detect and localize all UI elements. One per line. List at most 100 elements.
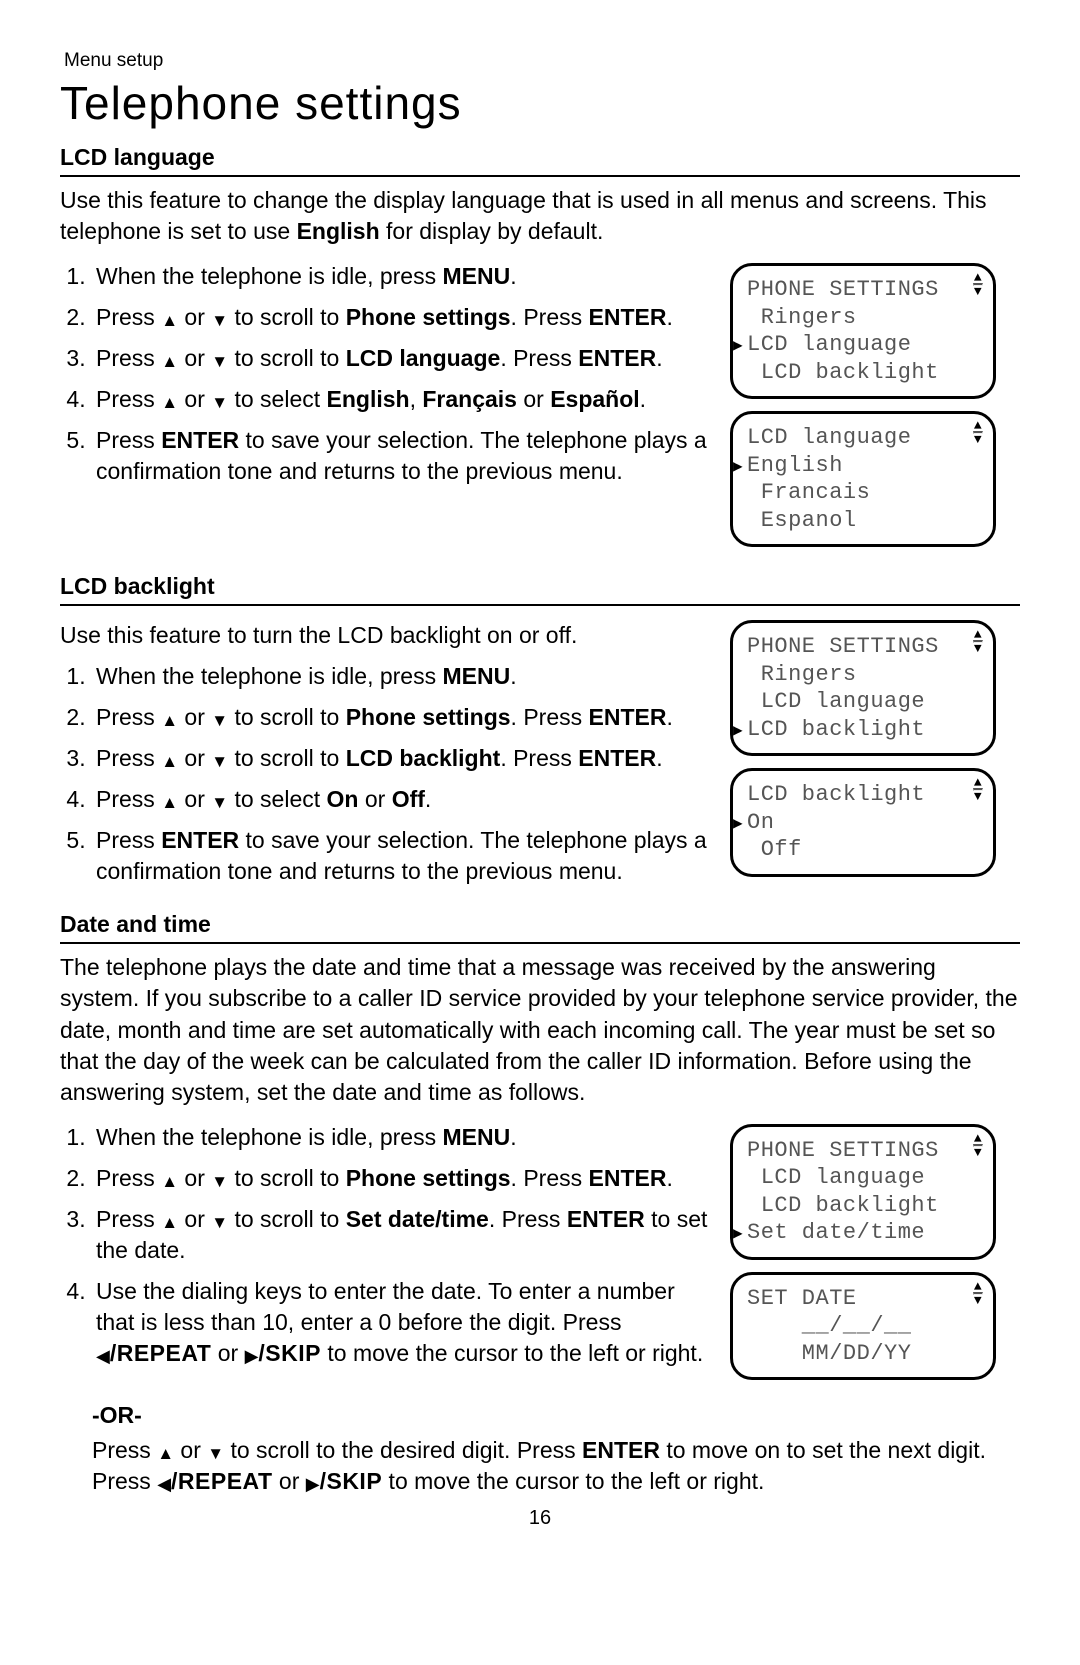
step-2: Press ▲ or ▼ to scroll to Phone settings…	[92, 1163, 714, 1194]
bold: On	[327, 786, 359, 812]
bold: LCD language	[346, 345, 501, 371]
text: or	[178, 345, 211, 371]
up-arrow-icon: ▲	[161, 711, 178, 730]
bold: LCD backlight	[346, 745, 501, 771]
down-arrow-icon: ▼	[211, 1213, 228, 1232]
scroll-arrows-icon: ▲▼	[973, 1281, 983, 1306]
bold: Phone settings	[346, 1165, 511, 1191]
enter-key: ENTER	[161, 827, 239, 853]
repeat-key: /REPEAT	[171, 1468, 272, 1494]
enter-key: ENTER	[578, 745, 656, 771]
left-arrow-icon: ◀	[96, 1346, 110, 1366]
lcd-line-selected: Set date/time	[747, 1219, 979, 1247]
down-arrow-icon: ▼	[207, 1444, 224, 1463]
down-arrow-icon: ▼	[211, 711, 228, 730]
bold: Español	[550, 386, 639, 412]
text: for display by default.	[380, 218, 604, 244]
text: . Press	[500, 345, 578, 371]
step-2: Press ▲ or ▼ to scroll to Phone settings…	[92, 702, 714, 733]
lcd-line: __/__/__	[747, 1312, 979, 1340]
text: ,	[410, 386, 423, 412]
lcd-language-intro: Use this feature to change the display l…	[60, 185, 1020, 247]
lcd-line: LCD language	[747, 1164, 979, 1192]
enter-key: ENTER	[589, 1165, 667, 1191]
lcd-line: PHONE SETTINGS	[747, 633, 979, 661]
lcd-line: LCD language	[747, 688, 979, 716]
lcd-screen-backlight-options: ▲▼ LCD backlight On Off	[730, 768, 996, 877]
bold: Phone settings	[346, 304, 511, 330]
step-3: Press ▲ or ▼ to scroll to LCD language. …	[92, 343, 714, 374]
lcd-line-selected: English	[747, 452, 979, 480]
date-time-intro: The telephone plays the date and time th…	[60, 952, 1020, 1107]
text: .	[640, 386, 646, 412]
text: or	[178, 745, 211, 771]
text: Press	[96, 704, 161, 730]
lcd-line: LCD backlight	[747, 781, 979, 809]
lcd-backlight-intro: Use this feature to turn the LCD backlig…	[60, 620, 714, 651]
down-arrow-icon: ▼	[211, 1172, 228, 1191]
enter-key: ENTER	[578, 345, 656, 371]
text: to scroll to	[228, 704, 346, 730]
scroll-arrows-icon: ▲▼	[973, 1133, 983, 1158]
text: Press	[96, 427, 161, 453]
text: .	[510, 1124, 516, 1150]
step-1: When the telephone is idle, press MENU.	[92, 261, 714, 292]
bold: Set date/time	[346, 1206, 489, 1232]
text: .	[425, 786, 431, 812]
bold: English	[327, 386, 410, 412]
text: to scroll to	[228, 1206, 346, 1232]
enter-key: ENTER	[161, 427, 239, 453]
text: Press	[96, 386, 161, 412]
text: to select	[228, 786, 326, 812]
text: or	[178, 386, 211, 412]
scroll-arrows-icon: ▲▼	[973, 777, 983, 802]
enter-key: ENTER	[589, 704, 667, 730]
text: Press	[92, 1437, 157, 1463]
text: or	[178, 1206, 211, 1232]
up-arrow-icon: ▲	[157, 1444, 174, 1463]
text: . Press	[500, 745, 578, 771]
lcd-line: Ringers	[747, 304, 979, 332]
section-lcd-backlight-heading: LCD backlight	[60, 573, 1020, 606]
up-arrow-icon: ▲	[161, 393, 178, 412]
enter-key: ENTER	[589, 304, 667, 330]
down-arrow-icon: ▼	[211, 752, 228, 771]
text: or	[358, 786, 391, 812]
step-4: Press ▲ or ▼ to select On or Off.	[92, 784, 714, 815]
lcd-line: LCD backlight	[747, 359, 979, 387]
step-3: Press ▲ or ▼ to scroll to LCD backlight.…	[92, 743, 714, 774]
text: .	[510, 263, 516, 289]
text: When the telephone is idle, press	[96, 663, 442, 689]
lcd-screen-set-date: ▲▼ SET DATE __/__/__ MM/DD/YY	[730, 1272, 996, 1381]
text: to scroll to	[228, 745, 346, 771]
lcd-line: LCD language	[747, 424, 979, 452]
text: Press	[96, 1165, 161, 1191]
step-2: Press ▲ or ▼ to scroll to Phone settings…	[92, 302, 714, 333]
text: to scroll to	[228, 1165, 346, 1191]
lcd-line: Off	[747, 836, 979, 864]
menu-key: MENU	[442, 1124, 510, 1150]
text: .	[656, 345, 662, 371]
lcd-line: Espanol	[747, 507, 979, 535]
date-time-alt-step: Press ▲ or ▼ to scroll to the desired di…	[92, 1435, 1020, 1497]
lcd-screen-phone-settings-backlight: ▲▼ PHONE SETTINGS Ringers LCD language L…	[730, 620, 996, 756]
manual-page: Menu setup Telephone settings LCD langua…	[0, 0, 1080, 1665]
up-arrow-icon: ▲	[161, 352, 178, 371]
text: or	[517, 386, 550, 412]
lcd-screen-phone-settings-language: ▲▼ PHONE SETTINGS Ringers LCD language L…	[730, 263, 996, 399]
skip-key: /SKIP	[258, 1340, 321, 1366]
text: . Press	[511, 1165, 589, 1191]
page-number: 16	[60, 1507, 1020, 1530]
down-arrow-icon: ▼	[211, 393, 228, 412]
text: . Press	[511, 704, 589, 730]
text: or	[178, 1165, 211, 1191]
step-1: When the telephone is idle, press MENU.	[92, 1122, 714, 1153]
bold: Off	[392, 786, 425, 812]
lcd-line: MM/DD/YY	[747, 1340, 979, 1368]
or-separator: -OR-	[92, 1402, 1020, 1429]
up-arrow-icon: ▲	[161, 1172, 178, 1191]
down-arrow-icon: ▼	[211, 793, 228, 812]
up-arrow-icon: ▲	[161, 793, 178, 812]
lcd-line-selected: LCD language	[747, 331, 979, 359]
up-arrow-icon: ▲	[161, 1213, 178, 1232]
